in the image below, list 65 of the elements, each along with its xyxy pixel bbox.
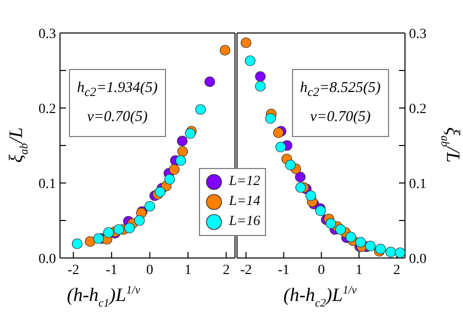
- point: [240, 37, 252, 48]
- point: [365, 240, 376, 252]
- point: [195, 104, 206, 115]
- point: [204, 76, 216, 88]
- point: [168, 164, 180, 175]
- point: [175, 155, 186, 166]
- annotation: ν=0.70(5): [310, 109, 371, 125]
- x-axis-title: (h-h$_{c1}$)L$^{1/ν}$: [66, 284, 142, 310]
- x-tick-label: 2: [393, 262, 400, 278]
- point: [306, 190, 316, 202]
- y-tick-label: 0.3: [38, 26, 56, 42]
- point: [255, 71, 266, 82]
- point: [294, 172, 306, 182]
- point: [164, 174, 175, 185]
- y2-tick-label: 0.0: [409, 252, 426, 267]
- x-tick-label: 2: [222, 262, 230, 278]
- annotation: h$_{c2}$=8.525(5): [300, 80, 381, 99]
- point: [84, 236, 96, 247]
- point: [124, 222, 135, 234]
- annotation: h$_{c2}$=1.934(5): [77, 80, 158, 99]
- y-tick-label: 0.2: [38, 102, 56, 117]
- y2-tick-label: 0.1: [409, 176, 426, 192]
- point: [184, 128, 196, 139]
- point: [144, 200, 156, 212]
- point: [255, 80, 266, 92]
- y-tick-label: 0.0: [38, 252, 56, 267]
- x-tick-label: 1: [184, 262, 192, 278]
- point: [355, 236, 366, 248]
- x-tick-label: -1: [106, 262, 118, 278]
- point: [273, 127, 284, 138]
- point: [72, 238, 82, 250]
- point: [394, 247, 405, 258]
- point: [244, 55, 256, 66]
- point: [176, 136, 188, 146]
- legend-label: L=14: [229, 194, 260, 210]
- y2-tick-label: 0.3: [409, 26, 426, 42]
- point: [134, 215, 145, 226]
- x-tick-label: 0: [146, 262, 154, 278]
- y-tick-label: 0.1: [38, 176, 56, 192]
- point: [275, 142, 286, 152]
- point: [345, 232, 356, 242]
- legend-label: L=16: [229, 214, 260, 230]
- x-axis-title: (h-h$_{c2}$)L$^{1/ν}$: [283, 284, 358, 310]
- x-tick-label: 0: [318, 262, 325, 278]
- point: [93, 233, 104, 244]
- x-tick-label: -2: [240, 262, 252, 278]
- x-tick-label: -1: [278, 262, 290, 278]
- point: [325, 218, 336, 229]
- x-tick-label: -2: [68, 262, 80, 278]
- annotation: ν=0.70(5): [87, 109, 148, 125]
- point: [220, 44, 230, 56]
- point: [103, 227, 114, 238]
- point: [177, 146, 188, 157]
- point: [114, 224, 124, 235]
- y2-tick-label: 0.2: [409, 102, 426, 117]
- point: [154, 186, 166, 198]
- point: [375, 244, 386, 254]
- point: [335, 224, 346, 235]
- x-tick-label: 1: [356, 262, 363, 278]
- point: [385, 246, 396, 258]
- legend-label: L=12: [229, 174, 260, 190]
- point: [295, 182, 306, 193]
- point: [285, 160, 296, 170]
- point: [265, 113, 276, 124]
- point: [315, 205, 326, 216]
